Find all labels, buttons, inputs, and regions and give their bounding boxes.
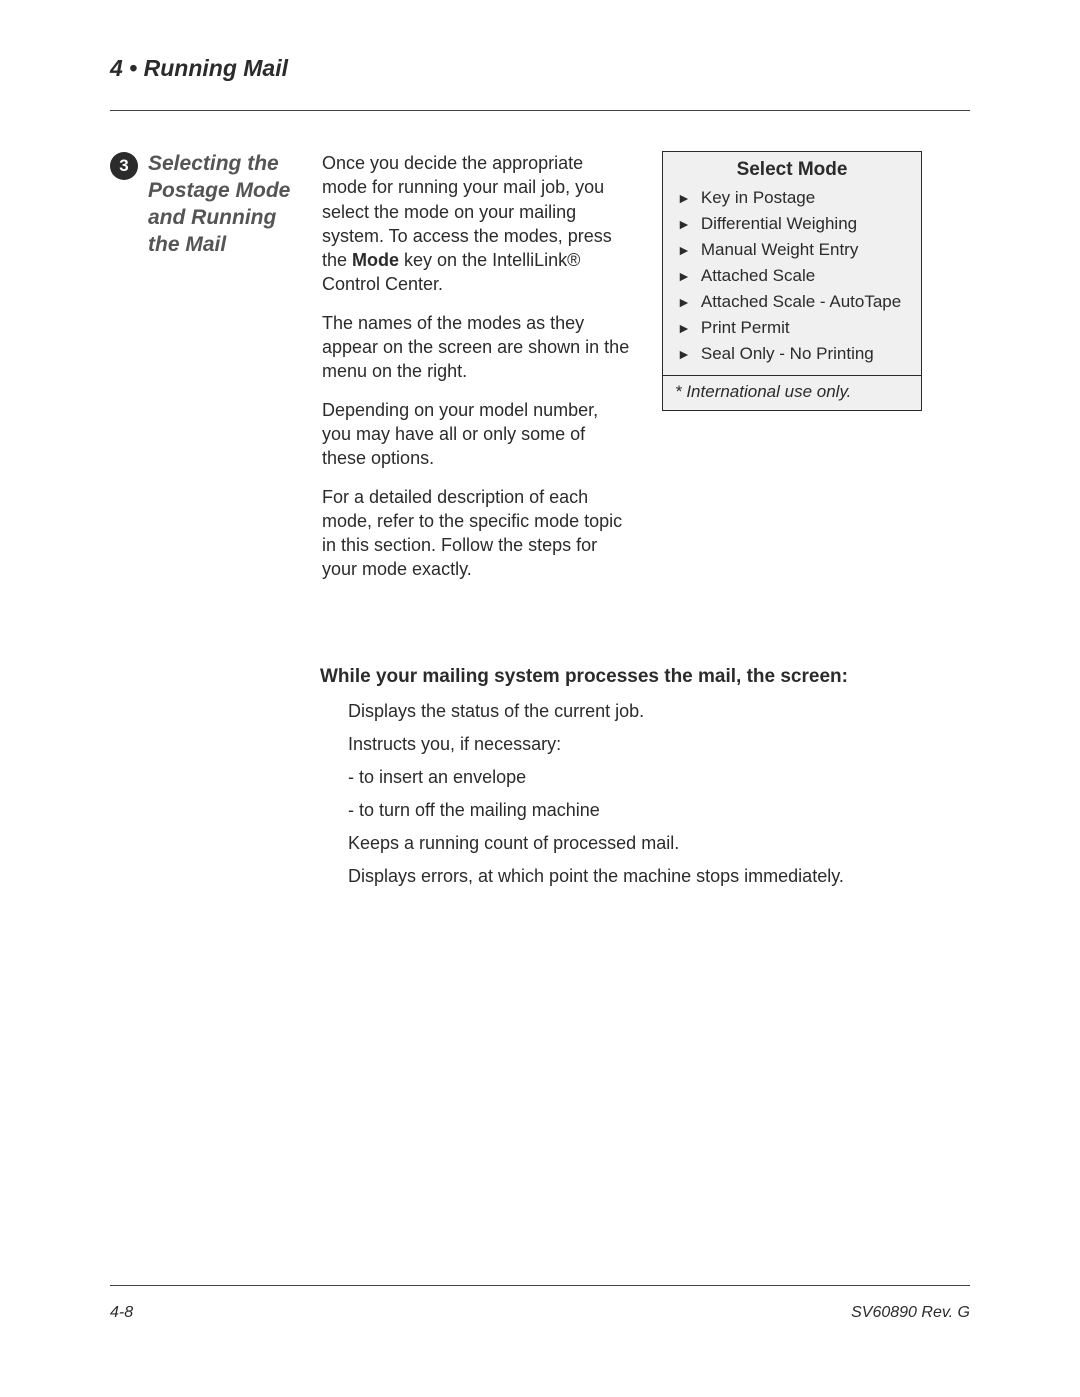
content-area: 3 Selecting the Postage Mode and Running… (110, 151, 970, 596)
arrow-icon: ► (677, 242, 691, 258)
select-mode-box: Select Mode ► Key in Postage ► Differentia… (662, 151, 922, 411)
lower-list: Displays the status of the current job. … (320, 698, 970, 890)
mode-item: ► Attached Scale - AutoTape (677, 289, 907, 315)
body-paragraph-3: Depending on your model number, you may … (322, 398, 632, 471)
arrow-icon: ► (677, 294, 691, 310)
mode-footnote: * International use only. (663, 375, 921, 410)
page-footer: 4-8 SV60890 Rev. G (110, 1285, 970, 1322)
right-column: Select Mode ► Key in Postage ► Differentia… (648, 151, 970, 596)
mode-item-label: Print Permit (701, 318, 790, 338)
body-column: Once you decide the appropriate mode for… (322, 151, 632, 596)
select-mode-list: ► Key in Postage ► Differential Weighing ►… (663, 185, 921, 375)
mode-item-label: Attached Scale - AutoTape (701, 292, 901, 312)
arrow-icon: ► (677, 320, 691, 336)
step-number-badge: 3 (110, 152, 138, 180)
lower-item: Displays the status of the current job. (348, 698, 970, 725)
select-mode-title: Select Mode (663, 152, 921, 185)
mode-item: ► Differential Weighing (677, 211, 907, 237)
mode-item-label: Key in Postage (701, 188, 815, 208)
left-column: 3 Selecting the Postage Mode and Running… (110, 151, 306, 596)
mode-item-label: Manual Weight Entry (701, 240, 858, 260)
lower-item: - to insert an envelope (348, 764, 970, 791)
mode-item-label: Attached Scale (701, 266, 815, 286)
lower-heading: While your mailing system processes the … (320, 666, 970, 688)
lower-item: Instructs you, if necessary: (348, 731, 970, 758)
step-title: Selecting the Postage Mode and Running t… (148, 151, 306, 596)
doc-revision: SV60890 Rev. G (851, 1304, 970, 1322)
lower-item: Keeps a running count of processed mail. (348, 830, 970, 857)
body-paragraph-4: For a detailed description of each mode,… (322, 485, 632, 582)
page-number: 4-8 (110, 1304, 133, 1322)
chapter-header: 4 • Running Mail (110, 55, 970, 111)
lower-section: While your mailing system processes the … (320, 666, 970, 890)
lower-item: - to turn off the mailing machine (348, 797, 970, 824)
page: 4 • Running Mail 3 Selecting the Postage… (0, 0, 1080, 1397)
body-paragraph-2: The names of the modes as they appear on… (322, 311, 632, 384)
mode-item: ► Attached Scale (677, 263, 907, 289)
mode-item-label: Differential Weighing (701, 214, 857, 234)
mode-key-bold: Mode (352, 250, 399, 270)
arrow-icon: ► (677, 268, 691, 284)
lower-item: Displays errors, at which point the mach… (348, 863, 970, 890)
mode-item: ► Print Permit (677, 315, 907, 341)
arrow-icon: ► (677, 190, 691, 206)
arrow-icon: ► (677, 216, 691, 232)
mode-item: ► Seal Only - No Printing (677, 341, 907, 367)
mode-item: ► Key in Postage (677, 185, 907, 211)
mode-item: ► Manual Weight Entry (677, 237, 907, 263)
arrow-icon: ► (677, 346, 691, 362)
mode-item-label: Seal Only - No Printing (701, 344, 874, 364)
body-paragraph-1: Once you decide the appropriate mode for… (322, 151, 632, 297)
